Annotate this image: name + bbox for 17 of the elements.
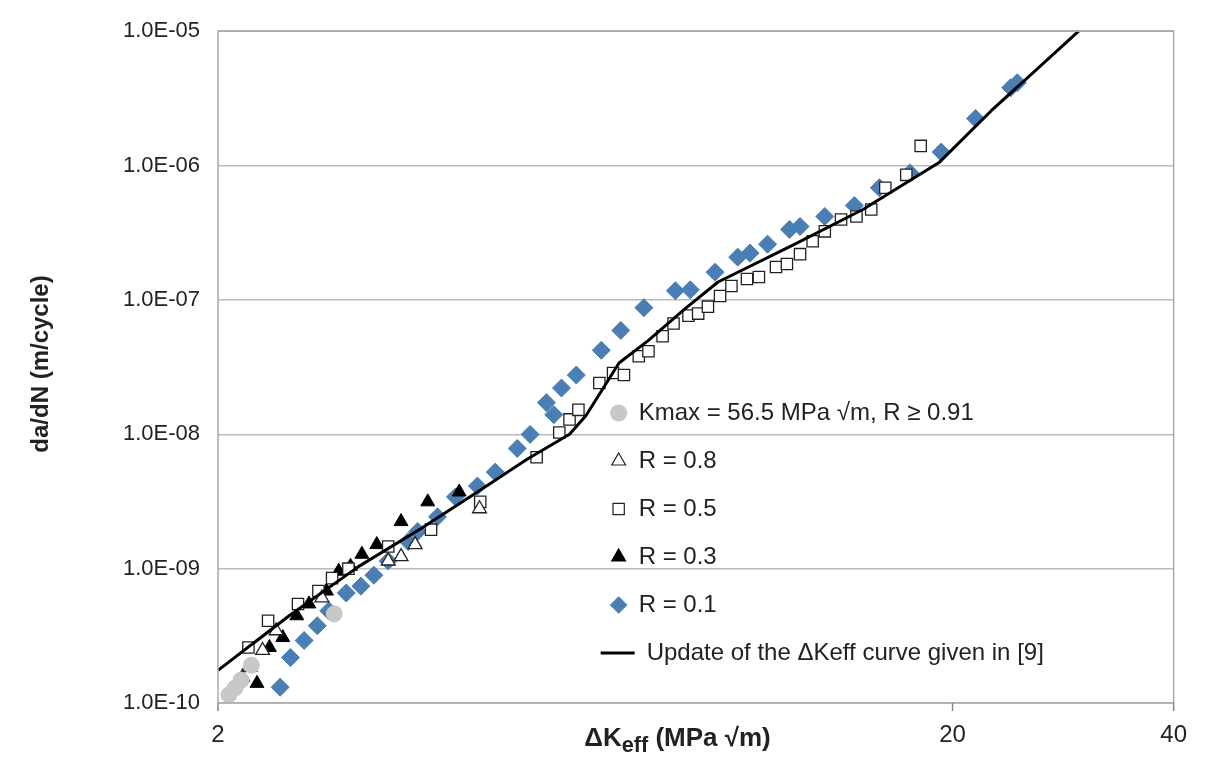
x-tick-label: 20 [939, 720, 966, 748]
legend-label: R = 0.3 [638, 541, 717, 569]
y-tick-label: 1.0E-08 [122, 420, 200, 446]
x-tick-label: 2 [211, 720, 225, 748]
y-tick-label: 1.0E-06 [122, 151, 200, 177]
x-tick-label: 40 [1160, 720, 1187, 748]
legend-label: R = 0.5 [638, 493, 717, 521]
y-tick-label: 1.0E-10 [122, 689, 200, 715]
legend-label: R = 0.8 [638, 445, 717, 473]
legend-label: Update of the ΔKeff curve given in [9] [646, 637, 1044, 665]
y-tick-label: 1.0E-05 [122, 17, 200, 43]
y-axis-title: da/dN (m/cycle) [26, 275, 54, 453]
legend-label: R = 0.1 [638, 589, 717, 617]
y-tick-label: 1.0E-07 [122, 285, 200, 311]
legend-label: Kmax = 56.5 MPa √m, R ≥ 0.91 [638, 397, 974, 425]
x-axis-title: ΔK$_{eff}$ (MPa √m) [584, 722, 771, 758]
y-tick-label: 1.0E-09 [122, 554, 200, 580]
